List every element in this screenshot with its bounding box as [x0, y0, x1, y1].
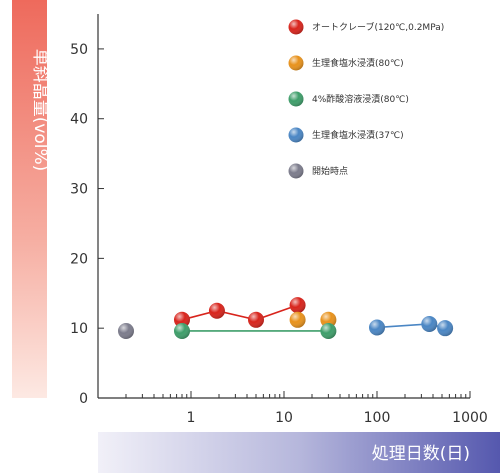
- x-axis-title: 処理日数(日): [372, 444, 470, 464]
- y-tick-label: 50: [70, 42, 88, 58]
- data-point-shade: [289, 311, 306, 328]
- x-tick-label: 1: [187, 410, 196, 426]
- legend-marker-shade: [288, 55, 304, 71]
- legend-marker-shade: [288, 127, 304, 143]
- legend-label: 開始時点: [312, 165, 348, 177]
- data-point-shade: [320, 311, 337, 328]
- legend-marker-shade: [288, 19, 304, 35]
- y-axis-title-band: [12, 0, 47, 398]
- data-point-shade: [437, 320, 454, 337]
- data-point-shade: [208, 302, 225, 319]
- data-point-shade: [421, 315, 438, 332]
- data-point-shade: [289, 297, 306, 314]
- y-tick-label: 10: [70, 321, 88, 337]
- legend-label: 4%酢酸溶液浸漬(80℃): [312, 93, 409, 105]
- y-tick-label: 0: [79, 391, 88, 407]
- data-point-shade: [320, 322, 337, 339]
- plot-area: 0 10 20 30 40 50 1 10 100 1000 オートクレーブ(120℃,0.2MPa…: [70, 14, 488, 426]
- legend-marker-shade: [288, 91, 304, 107]
- y-tick-label: 40: [70, 112, 88, 128]
- x-tick-label: 10: [275, 410, 293, 426]
- series-line-0: [181, 304, 298, 321]
- data-point-shade: [248, 311, 265, 328]
- y-axis-title: 単斜晶量(vol%): [30, 49, 50, 172]
- x-tick-label: 100: [364, 410, 391, 426]
- x-axis-title-band: [98, 432, 500, 473]
- legend-label: 生理食塩水浸漬(37℃): [312, 129, 404, 141]
- y-tick-label: 20: [70, 251, 88, 267]
- legend-marker-shade: [288, 163, 304, 179]
- x-tick-label: 1000: [452, 410, 488, 426]
- data-point-shade: [117, 322, 134, 339]
- data-point-shade: [369, 319, 385, 336]
- data-point-shade: [173, 311, 190, 328]
- legend-label: 生理食塩水浸漬(80℃): [312, 57, 404, 69]
- y-tick-label: 30: [70, 182, 88, 198]
- legend-label: オートクレーブ(120℃,0.2MPa): [312, 21, 444, 33]
- data-point-shade: [173, 322, 190, 339]
